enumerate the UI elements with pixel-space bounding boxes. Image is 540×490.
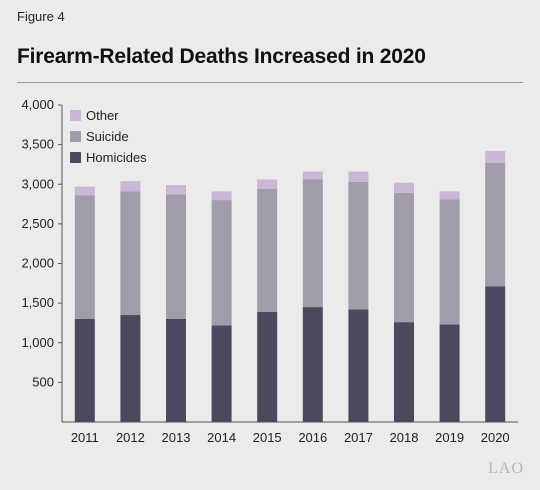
- bar-other-2015: [257, 179, 278, 190]
- bar-suicide-2012: [120, 191, 141, 316]
- legend-label-suicide: Suicide: [86, 129, 129, 144]
- y-tick-label: 3,000: [21, 176, 54, 191]
- bar-other-2012: [120, 181, 141, 192]
- y-tick-label: 500: [32, 374, 54, 389]
- legend-swatch-homicides: [70, 152, 81, 163]
- bar-homicides-2019: [439, 324, 460, 422]
- title-divider: [17, 82, 523, 83]
- bar-suicide-2015: [257, 189, 278, 312]
- bar-homicides-2017: [348, 309, 369, 422]
- bar-other-2011: [74, 186, 95, 196]
- legend-label-other: Other: [86, 108, 119, 123]
- legend-label-homicides: Homicides: [86, 150, 147, 165]
- x-tick-label: 2014: [207, 430, 236, 445]
- chart-title: Firearm-Related Deaths Increased in 2020: [17, 45, 426, 68]
- bar-other-2020: [485, 150, 506, 163]
- y-tick-label: 2,000: [21, 256, 54, 271]
- x-tick-label: 2012: [116, 430, 145, 445]
- bar-homicides-2012: [120, 315, 141, 422]
- bar-homicides-2013: [166, 318, 186, 422]
- bar-homicides-2014: [211, 325, 232, 422]
- figure-label: Figure 4: [17, 9, 65, 24]
- bar-other-2014: [211, 191, 232, 201]
- y-tick-label: 2,500: [21, 216, 54, 231]
- y-tick-label: 1,500: [21, 295, 54, 310]
- y-tick-label: 1,000: [21, 335, 54, 350]
- x-tick-label: 2016: [298, 430, 327, 445]
- bar-other-2018: [394, 182, 414, 193]
- x-tick-label: 2011: [71, 430, 99, 445]
- bar-suicide-2013: [166, 194, 186, 319]
- x-tick-label: 2020: [481, 430, 510, 445]
- x-tick-label: 2018: [390, 430, 419, 445]
- bar-homicides-2018: [394, 322, 414, 422]
- bar-other-2019: [439, 191, 460, 200]
- bar-other-2013: [166, 185, 186, 195]
- bar-homicides-2016: [302, 307, 323, 422]
- bar-homicides-2020: [485, 286, 506, 422]
- x-tick-label: 2013: [162, 430, 191, 445]
- legend-swatch-other: [70, 110, 81, 121]
- bar-suicide-2018: [394, 192, 414, 323]
- legend-swatch-suicide: [70, 131, 81, 142]
- bar-other-2017: [348, 171, 369, 182]
- x-tick-label: 2015: [253, 430, 282, 445]
- bar-suicide-2011: [74, 195, 95, 319]
- y-tick-label: 3,500: [21, 137, 54, 152]
- bar-suicide-2020: [485, 162, 506, 287]
- bar-homicides-2015: [257, 311, 278, 422]
- x-tick-label: 2019: [435, 430, 464, 445]
- bar-homicides-2011: [74, 318, 95, 422]
- lao-watermark: LAO: [488, 460, 524, 477]
- bar-suicide-2014: [211, 200, 232, 326]
- bar-suicide-2016: [302, 179, 323, 308]
- bar-other-2016: [302, 171, 323, 180]
- y-tick-label: 4,000: [21, 97, 54, 112]
- bar-suicide-2019: [439, 199, 460, 325]
- x-tick-label: 2017: [344, 430, 373, 445]
- bar-suicide-2017: [348, 181, 369, 310]
